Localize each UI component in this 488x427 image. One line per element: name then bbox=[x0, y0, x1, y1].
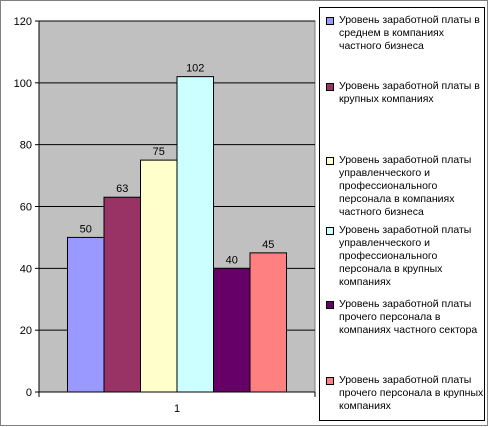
x-tick-label: 1 bbox=[174, 403, 180, 415]
y-tick-label: 100 bbox=[14, 78, 32, 90]
bars bbox=[67, 76, 287, 393]
data-label: 102 bbox=[186, 63, 204, 75]
legend-swatch bbox=[326, 83, 334, 91]
y-tick-label: 80 bbox=[20, 140, 32, 152]
y-tick-label: 0 bbox=[26, 387, 32, 399]
data-label: 75 bbox=[153, 146, 165, 158]
legend-swatch bbox=[326, 227, 334, 235]
legend-label: Уровень заработной платы в крупных компа… bbox=[339, 80, 480, 105]
bar bbox=[249, 252, 287, 393]
legend-label: Уровень заработной платы прочего персона… bbox=[339, 374, 484, 412]
legend-label: Уровень заработной платы в среднем в ком… bbox=[339, 14, 480, 52]
legend-swatch bbox=[326, 157, 334, 165]
bar bbox=[103, 196, 141, 393]
legend-label: Уровень заработной платы управленческого… bbox=[339, 224, 472, 288]
axes bbox=[35, 20, 316, 397]
legend-label: Уровень заработной платы прочего персона… bbox=[339, 298, 478, 336]
bar bbox=[140, 159, 178, 393]
data-label: 63 bbox=[116, 183, 128, 195]
labels: 0 20 40 60 80 100 120 1 50 63 75 102 40 45 bbox=[14, 16, 275, 415]
bar bbox=[67, 236, 105, 393]
data-label: 50 bbox=[80, 223, 92, 235]
data-label: 40 bbox=[226, 254, 238, 266]
y-tick-label: 120 bbox=[14, 16, 32, 28]
y-tick-label: 60 bbox=[20, 202, 32, 214]
legend-swatch bbox=[326, 377, 334, 385]
y-tick-label: 40 bbox=[20, 263, 32, 275]
bar bbox=[176, 76, 214, 393]
legend: Уровень заработной платы в среднем в ком… bbox=[319, 7, 485, 421]
bar bbox=[213, 267, 251, 393]
legend-swatch bbox=[326, 301, 334, 309]
legend-label: Уровень заработной платы управленческого… bbox=[339, 154, 472, 218]
y-tick-label: 20 bbox=[20, 325, 32, 337]
data-label: 45 bbox=[262, 239, 274, 251]
legend-swatch bbox=[326, 17, 334, 25]
